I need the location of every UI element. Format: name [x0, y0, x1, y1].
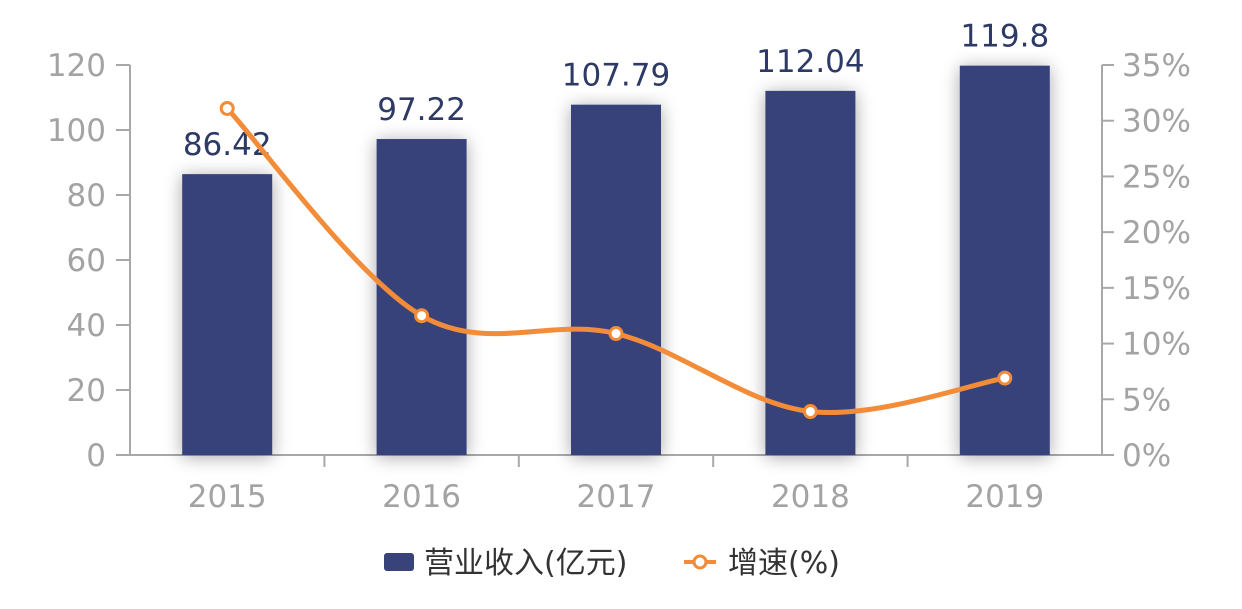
- bars: [182, 65, 1050, 456]
- legend: 营业收入(亿元) 增速(%): [384, 546, 840, 581]
- x-tick-label: 2019: [965, 479, 1044, 515]
- bar: [765, 90, 856, 456]
- growth-point: [997, 370, 1013, 386]
- right-tick-label: 15%: [1122, 271, 1191, 307]
- growth-point: [414, 308, 430, 324]
- right-tick-label: 5%: [1122, 382, 1171, 418]
- bar-data-label: 112.04: [756, 44, 864, 80]
- right-tick-label: 10%: [1122, 327, 1191, 363]
- left-tick-label: 40: [67, 308, 106, 344]
- x-tick-label: 2015: [188, 479, 267, 515]
- legend-bar-swatch: [384, 553, 414, 571]
- x-axis: 2015 2016 2017 2018 2019: [130, 454, 1102, 515]
- bar-data-label: 97.22: [377, 92, 466, 128]
- right-axis: 0% 5% 10% 15% 20% 25% 30% 35%: [1101, 48, 1191, 474]
- x-tick-label: 2016: [382, 479, 461, 515]
- left-tick-label: 80: [67, 178, 106, 214]
- left-tick-label: 100: [47, 113, 106, 149]
- growth-line-series: [219, 100, 1013, 420]
- legend-line-marker: [692, 554, 708, 570]
- left-axis: 0 20 40 60 80 100 120: [47, 48, 131, 474]
- left-tick-label: 60: [67, 243, 106, 279]
- right-tick-label: 0%: [1122, 438, 1171, 474]
- left-tick-label: 0: [86, 438, 106, 474]
- growth-point: [219, 100, 235, 116]
- x-tick-label: 2018: [771, 479, 850, 515]
- left-tick-label: 120: [47, 48, 106, 84]
- legend-line-label: 增速(%): [728, 546, 840, 581]
- bar: [959, 65, 1050, 456]
- legend-bar-label: 营业收入(亿元): [424, 546, 627, 581]
- bar-data-label: 107.79: [562, 58, 670, 94]
- growth-point: [802, 404, 818, 420]
- growth-point: [608, 326, 624, 342]
- bar: [571, 104, 661, 456]
- right-tick-label: 25%: [1122, 159, 1191, 195]
- right-tick-label: 30%: [1122, 104, 1191, 140]
- bar: [182, 174, 273, 455]
- x-tick-label: 2017: [577, 479, 656, 515]
- left-tick-label: 20: [67, 373, 106, 409]
- right-tick-label: 20%: [1122, 215, 1191, 251]
- bar-data-label: 119.8: [960, 19, 1049, 55]
- bar: [376, 139, 467, 455]
- right-tick-label: 35%: [1122, 48, 1191, 84]
